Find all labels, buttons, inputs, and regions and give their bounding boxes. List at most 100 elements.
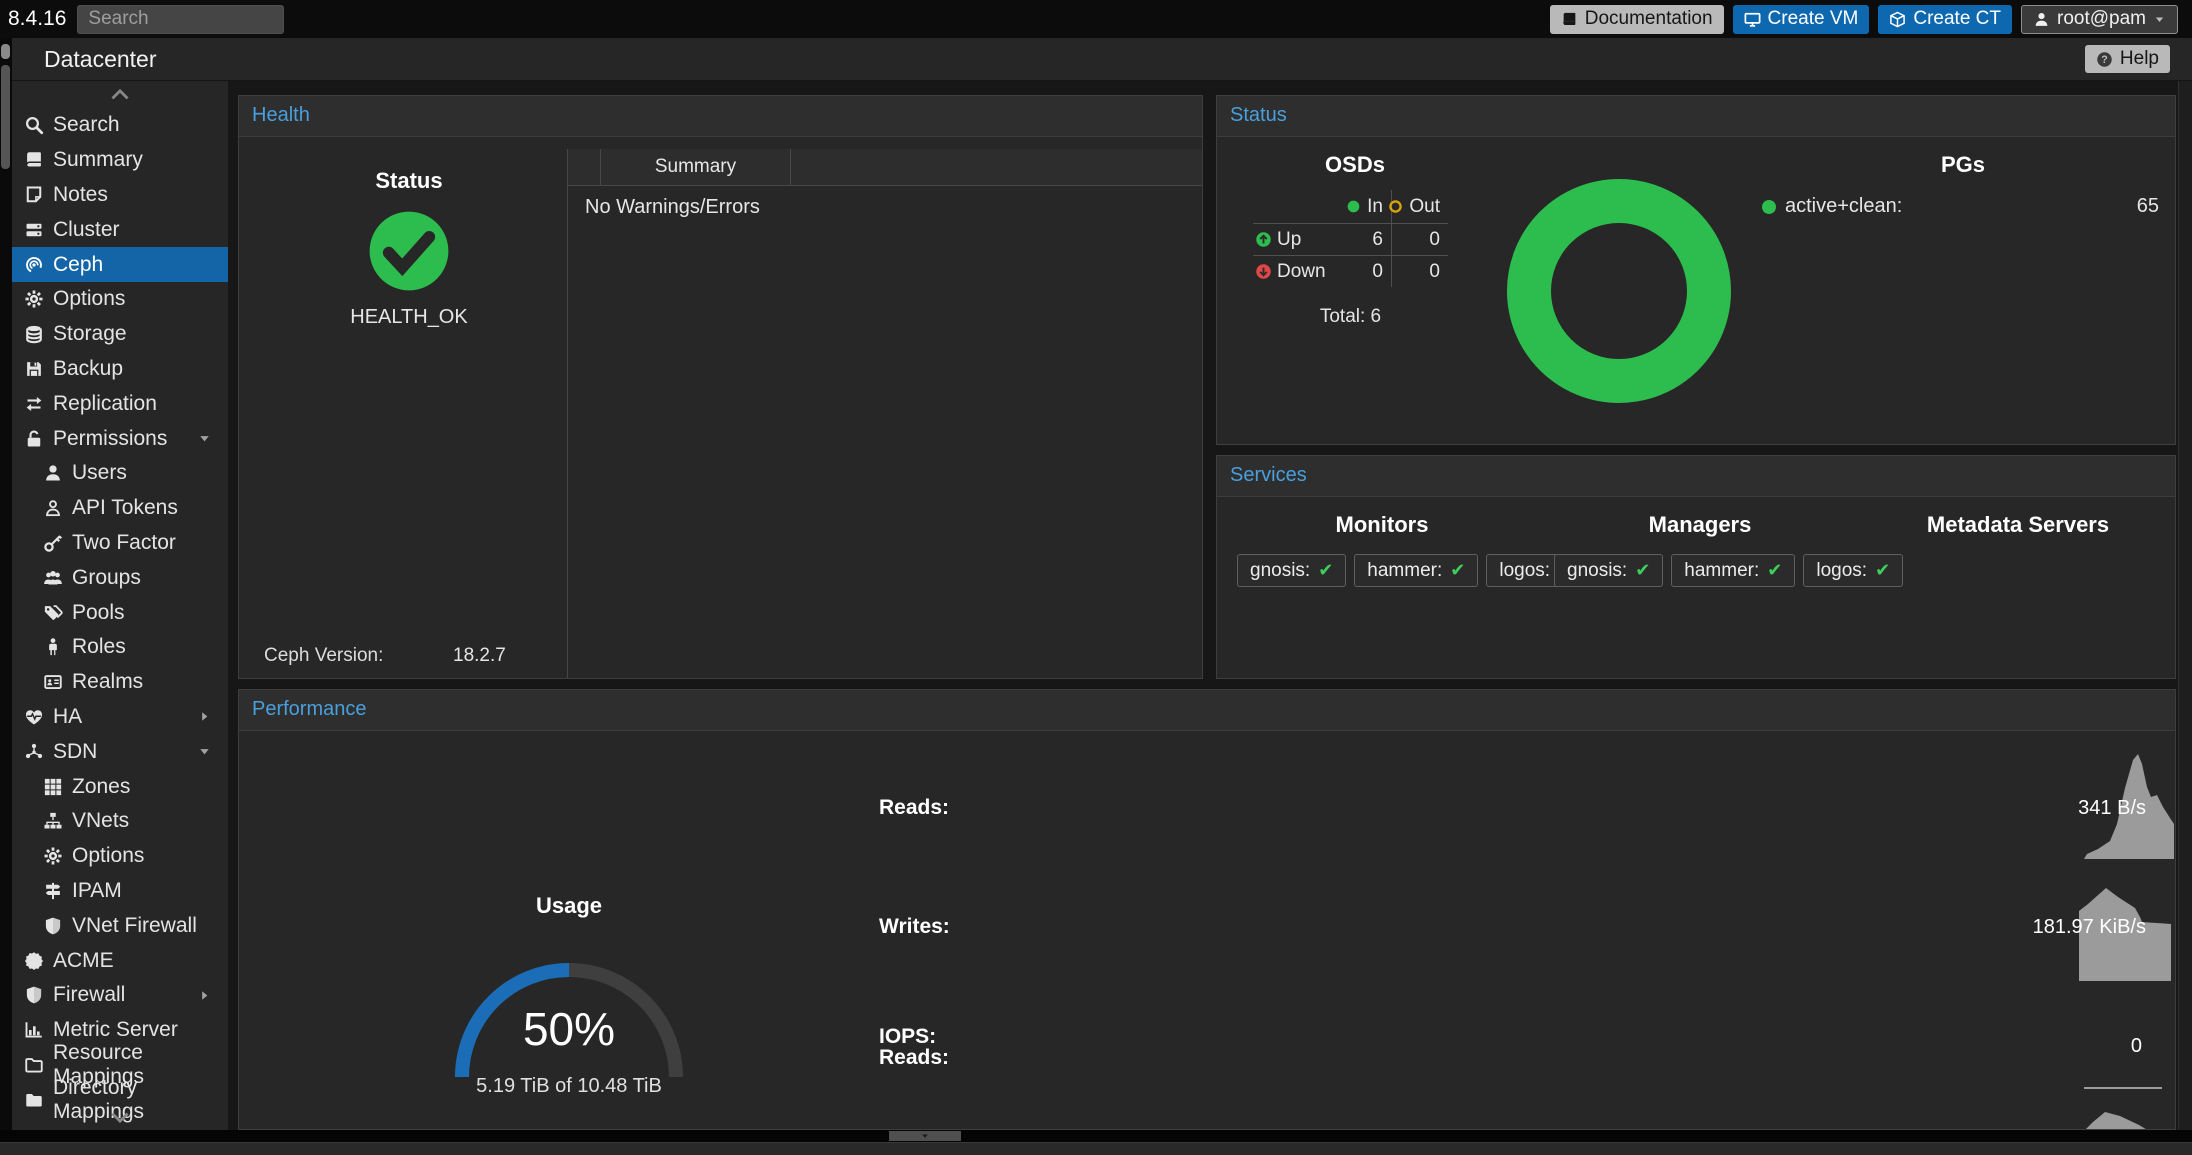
- caret-down-icon: [197, 744, 212, 759]
- ceph-version-value: 18.2.7: [453, 645, 506, 666]
- reads-label: Reads:: [879, 796, 950, 819]
- health-status-heading: Status: [375, 168, 443, 193]
- tree-scrollbar-thumb[interactable]: [1, 65, 10, 169]
- log-panel-splitter[interactable]: [0, 1130, 2192, 1142]
- sidebar-item-storage[interactable]: Storage: [12, 317, 228, 352]
- documentation-button[interactable]: Documentation: [1549, 4, 1724, 34]
- arrow-up-circle-icon: [1255, 231, 1272, 248]
- reads-sparkline: [2084, 754, 2175, 859]
- gear-icon: [22, 289, 46, 309]
- id-card-icon: [41, 672, 65, 692]
- search-input[interactable]: [77, 4, 285, 34]
- sidebar-item-cluster[interactable]: Cluster: [12, 212, 228, 247]
- sidebar-item-sdn[interactable]: SDN: [12, 734, 228, 769]
- arrow-down-circle-icon: [1255, 263, 1272, 280]
- breadcrumb: Datacenter: [44, 45, 157, 72]
- pgs-heading: PGs: [1940, 152, 1986, 177]
- chart-icon: [22, 1020, 46, 1040]
- log-panel-collapse-button[interactable]: [889, 1131, 961, 1141]
- signpost-icon: [41, 881, 65, 901]
- managers-heading: Managers: [1648, 512, 1752, 537]
- sidebar-item-search[interactable]: Search: [12, 108, 228, 143]
- summary-column-header[interactable]: Summary: [601, 149, 791, 185]
- create-ct-button[interactable]: Create CT: [1878, 4, 2012, 34]
- folder-icon: [22, 1090, 46, 1110]
- unlock-icon: [22, 429, 46, 449]
- svg-text:?: ?: [2101, 54, 2107, 66]
- retweet-icon: [22, 394, 46, 414]
- osd-in-icon: [1345, 198, 1362, 215]
- shield-icon: [41, 916, 65, 936]
- content-scrollbar[interactable]: [2178, 80, 2192, 1130]
- health-summary-grid: Summary No Warnings/Errors: [567, 149, 1202, 678]
- monitors-badges: gnosis:✔hammer:✔logos:✔: [1237, 554, 1587, 587]
- sidebar-item-roles[interactable]: Roles: [12, 630, 228, 665]
- sidebar-item-replication[interactable]: Replication: [12, 386, 228, 421]
- check-icon: ✔: [1318, 560, 1334, 580]
- status-panel: Status OSDs In Out Up 6 0: [1216, 95, 2176, 445]
- network-icon: [22, 742, 46, 762]
- help-button[interactable]: ? Help: [2084, 45, 2170, 73]
- iops-reads-label: Reads:: [879, 1046, 950, 1069]
- sidebar-item-two-factor[interactable]: Two Factor: [12, 526, 228, 561]
- sidebar-item-pools[interactable]: Pools: [12, 595, 228, 630]
- service-badge: hammer: ✔: [1671, 554, 1796, 587]
- menu-scroll-down-icon[interactable]: [12, 1106, 228, 1128]
- sidebar-item-ha[interactable]: HA: [12, 700, 228, 735]
- osd-down-row: Down 0 0: [1253, 256, 1448, 287]
- sidebar-item-vnet-firewall[interactable]: VNet Firewall: [12, 908, 228, 943]
- sidebar-item-firewall[interactable]: Firewall: [12, 978, 228, 1013]
- iops-label: IOPS:: [879, 1025, 937, 1048]
- services-panel: Services Monitors Managers Metadata Serv…: [1216, 455, 2176, 679]
- tree-panel-collapsed: [0, 38, 12, 1130]
- badge-icon: [22, 951, 46, 971]
- sidebar-item-summary[interactable]: Summary: [12, 143, 228, 178]
- key-icon: [41, 533, 65, 553]
- sidebar-item-notes[interactable]: Notes: [12, 178, 228, 213]
- create-vm-button[interactable]: Create VM: [1732, 4, 1870, 34]
- summary-row: No Warnings/Errors: [585, 196, 760, 218]
- sidebar-item-resource-mappings[interactable]: Resource Mappings: [12, 1041, 228, 1088]
- menu-scroll-up-icon[interactable]: [12, 84, 228, 106]
- sidebar-item-api-tokens[interactable]: API Tokens: [12, 491, 228, 526]
- sidebar-item-acme[interactable]: ACME: [12, 943, 228, 978]
- sidebar-item-ceph[interactable]: Ceph: [12, 247, 228, 282]
- writes-sparkline: [2079, 871, 2175, 981]
- datacenter-menu: Search Summary Notes Cluster Ceph Options Stor…: [12, 80, 228, 1130]
- sidebar-item-ipam[interactable]: IPAM: [12, 874, 228, 909]
- sidebar-item-options[interactable]: Options: [12, 839, 228, 874]
- sidebar-item-vnets[interactable]: VNets: [12, 804, 228, 839]
- monitor-icon: [1744, 11, 1761, 28]
- health-panel: Health Status HEALTH_OK Ceph Version: 18…: [238, 95, 1203, 679]
- metadata-servers-heading: Metadata Servers: [1926, 512, 2110, 537]
- sidebar-item-directory-mappings[interactable]: Directory Mappings: [12, 1076, 228, 1123]
- sidebar-item-realms[interactable]: Realms: [12, 665, 228, 700]
- sidebar-item-permissions[interactable]: Permissions: [12, 421, 228, 456]
- tree-splitter-handle[interactable]: [1, 44, 10, 59]
- grid-icon: [41, 777, 65, 797]
- sidebar-item-zones[interactable]: Zones: [12, 769, 228, 804]
- caret-down-icon: [197, 431, 212, 446]
- sidebar-item-groups[interactable]: Groups: [12, 560, 228, 595]
- top-bar: 8.4.16 Documentation Create VM Create CT…: [0, 0, 2192, 38]
- sidebar-item-options[interactable]: Options: [12, 282, 228, 317]
- book-icon: [1561, 11, 1578, 28]
- check-icon: ✔: [1635, 560, 1651, 580]
- pg-donut-chart: [1507, 179, 1731, 403]
- user-o-icon: [41, 498, 65, 518]
- usage-detail: 5.19 TiB of 10.48 TiB: [476, 1075, 662, 1097]
- sidebar-item-users[interactable]: Users: [12, 456, 228, 491]
- user-menu-button[interactable]: root@pam: [2021, 4, 2178, 34]
- sidebar-item-metric-server[interactable]: Metric Server: [12, 1013, 228, 1048]
- summary-grid-header: Summary: [568, 149, 1202, 186]
- menu-items: Search Summary Notes Cluster Ceph Options Stor…: [12, 108, 228, 1123]
- database-icon: [22, 324, 46, 344]
- osd-table: In Out Up 6 0 Down 0: [1253, 190, 1448, 287]
- ceph-version-label: Ceph Version:: [264, 645, 384, 666]
- chevron-down-icon: [2153, 13, 2166, 26]
- sidebar-item-backup[interactable]: Backup: [12, 352, 228, 387]
- usage-heading: Usage: [535, 893, 603, 918]
- sitemap-icon: [41, 811, 65, 831]
- caret-right-icon: [197, 709, 212, 724]
